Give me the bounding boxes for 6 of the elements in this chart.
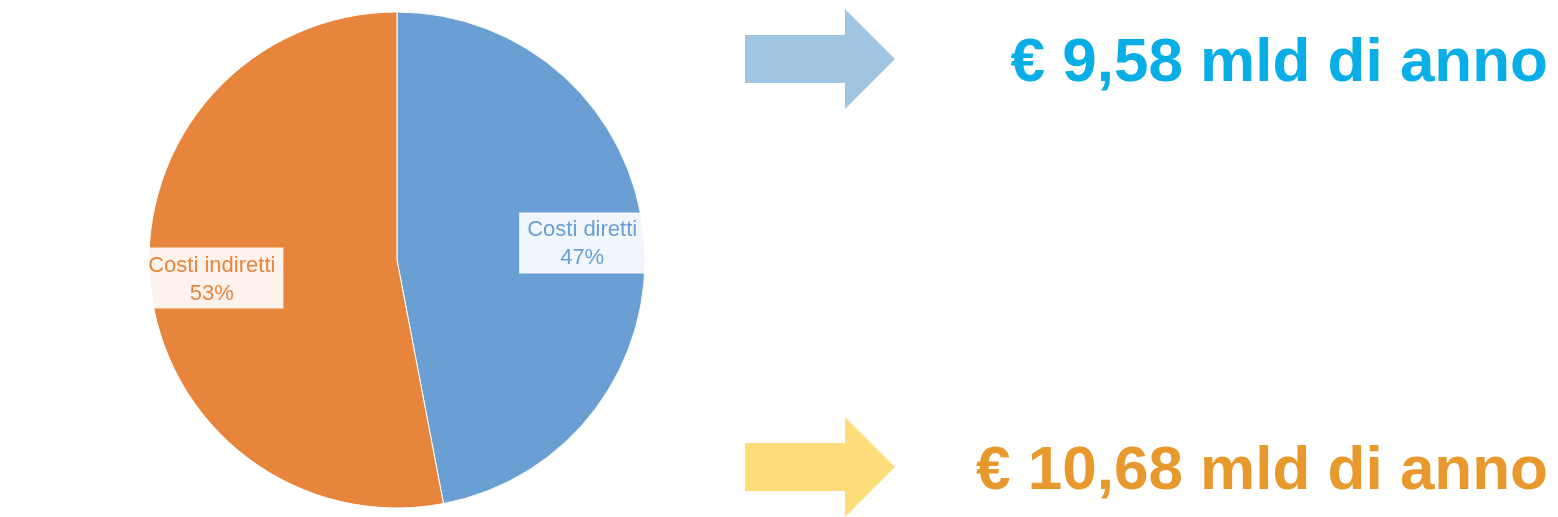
text: € 9,58 mld di anno xyxy=(1010,25,1548,94)
data-label: 47% xyxy=(560,244,605,270)
data-label: 53% xyxy=(189,279,234,305)
slice-label: Costi diretti xyxy=(527,216,638,242)
text: € 10,68 mld di anno xyxy=(976,433,1548,502)
slice-label: Costi indiretti xyxy=(148,251,276,277)
